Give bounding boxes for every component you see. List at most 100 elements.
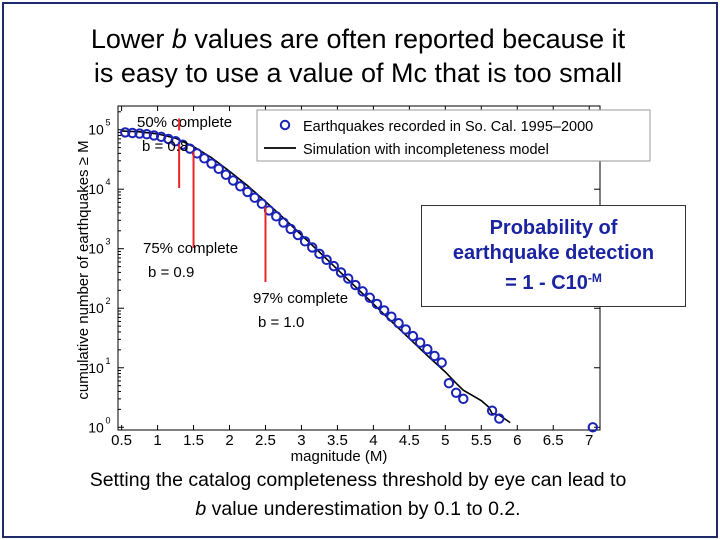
data-point bbox=[350, 279, 361, 291]
probability-formula: = 1 - C10 bbox=[505, 272, 588, 294]
data-point bbox=[127, 127, 138, 139]
data-point bbox=[141, 128, 152, 140]
data-point bbox=[249, 192, 260, 203]
b-value-label: b = 0.9 bbox=[148, 264, 194, 281]
data-point bbox=[119, 127, 131, 138]
data-point bbox=[436, 357, 447, 368]
x-tick-label: 2 bbox=[225, 432, 233, 449]
title-text: Lower bbox=[90, 24, 172, 54]
data-point bbox=[148, 130, 160, 141]
data-point bbox=[278, 217, 289, 228]
y-tick-label: 10 bbox=[88, 122, 104, 138]
caption-line-2: b value underestimation by 0.1 to 0.2. bbox=[0, 495, 716, 524]
data-point bbox=[371, 298, 383, 310]
x-tick-label: 1 bbox=[153, 432, 161, 449]
x-tick-label: 7 bbox=[585, 432, 593, 449]
data-point bbox=[299, 236, 311, 247]
data-point bbox=[227, 175, 239, 186]
completeness-label: 75% complete bbox=[143, 240, 238, 257]
data-point bbox=[271, 211, 282, 222]
x-tick-label: 6 bbox=[513, 432, 521, 449]
slide-caption: Setting the catalog completeness thresho… bbox=[0, 466, 716, 524]
data-point bbox=[292, 229, 304, 241]
data-point bbox=[134, 128, 145, 139]
y-tick-exponent: 0 bbox=[105, 415, 110, 425]
data-point bbox=[220, 169, 232, 180]
data-point bbox=[256, 198, 268, 209]
data-point bbox=[450, 387, 462, 398]
x-axis-label: magnitude (M) bbox=[291, 448, 388, 465]
slide-title: Lower b values are often reported becaus… bbox=[0, 22, 716, 90]
data-point bbox=[328, 260, 340, 272]
title-b-italic: b bbox=[171, 24, 187, 54]
data-point bbox=[357, 286, 368, 297]
data-point bbox=[321, 254, 332, 266]
x-tick-label: 4.5 bbox=[399, 432, 420, 449]
legend-box bbox=[256, 109, 651, 162]
y-tick-exponent: 1 bbox=[105, 356, 110, 366]
y-axis-label: cumulative number of earthquakes ≥ M bbox=[75, 140, 92, 399]
data-point bbox=[213, 163, 224, 175]
legend-label: Earthquakes recorded in So. Cal. 1995–20… bbox=[303, 119, 593, 135]
data-point bbox=[314, 248, 325, 260]
y-tick-label: 10 bbox=[88, 419, 104, 435]
caption-text: value underestimation by 0.1 to 0.2. bbox=[206, 498, 521, 520]
data-point bbox=[206, 158, 217, 169]
probability-box: Probability of earthquake detection = 1 … bbox=[421, 205, 686, 307]
data-point bbox=[184, 143, 196, 154]
data-point bbox=[429, 350, 440, 362]
x-tick-label: 3.5 bbox=[327, 432, 348, 449]
data-point bbox=[235, 181, 246, 192]
completeness-label: 50% complete bbox=[137, 114, 232, 131]
y-tick-label: 10 bbox=[88, 300, 104, 316]
x-tick-label: 6.5 bbox=[543, 432, 564, 449]
data-point bbox=[378, 305, 390, 316]
y-tick-exponent: 5 bbox=[105, 118, 110, 128]
probability-line-2: earthquake detection bbox=[452, 242, 655, 264]
legend: Earthquakes recorded in So. Cal. 1995–20… bbox=[256, 109, 651, 162]
probability-line-1: Probability of bbox=[489, 217, 618, 239]
data-point bbox=[458, 393, 469, 405]
y-tick-exponent: 2 bbox=[105, 296, 110, 306]
caption-b-italic: b bbox=[195, 498, 207, 520]
data-point bbox=[307, 242, 318, 253]
b-value-label: b = 1.0 bbox=[258, 314, 304, 331]
data-point bbox=[364, 292, 375, 303]
data-point bbox=[443, 378, 455, 389]
data-point bbox=[587, 422, 599, 433]
data-point bbox=[386, 311, 397, 322]
caption-line-1: Setting the catalog completeness thresho… bbox=[89, 469, 627, 491]
legend-marker bbox=[279, 119, 291, 131]
title-line-2: is easy to use a value of Mc that is too… bbox=[93, 58, 623, 88]
data-point bbox=[335, 267, 347, 278]
x-tick-label: 5 bbox=[441, 432, 449, 449]
x-tick-label: 5.5 bbox=[471, 432, 492, 449]
probability-exponent: -M bbox=[587, 271, 602, 285]
data-point bbox=[285, 223, 296, 235]
b-value-label: b = 0.8 bbox=[142, 138, 188, 155]
y-tick-exponent: 3 bbox=[105, 237, 110, 247]
data-point bbox=[199, 153, 210, 164]
data-point bbox=[407, 330, 419, 342]
title-line-1: Lower b values are often reported becaus… bbox=[0, 22, 716, 56]
data-point bbox=[494, 413, 505, 424]
y-tick-exponent: 4 bbox=[105, 177, 110, 187]
probability-line-3: = 1 - C10-M bbox=[422, 266, 685, 296]
title-text: values are often reported because it bbox=[186, 24, 626, 54]
data-point bbox=[414, 337, 426, 348]
data-point bbox=[343, 273, 354, 284]
x-tick-label: 3 bbox=[297, 432, 305, 449]
data-point bbox=[242, 186, 253, 198]
y-tick-label: 10 bbox=[88, 181, 104, 197]
x-tick-label: 0.5 bbox=[111, 432, 132, 449]
data-point bbox=[400, 324, 411, 335]
data-point bbox=[393, 318, 404, 329]
data-point bbox=[422, 344, 433, 355]
y-tick-label: 10 bbox=[88, 360, 104, 376]
legend-label: Simulation with incompleteness model bbox=[303, 142, 549, 158]
data-point bbox=[486, 405, 498, 416]
x-tick-label: 2.5 bbox=[255, 432, 276, 449]
plot-layer: 50% complete b = 0.8 75% complete b = 0.9 97… bbox=[119, 114, 599, 433]
